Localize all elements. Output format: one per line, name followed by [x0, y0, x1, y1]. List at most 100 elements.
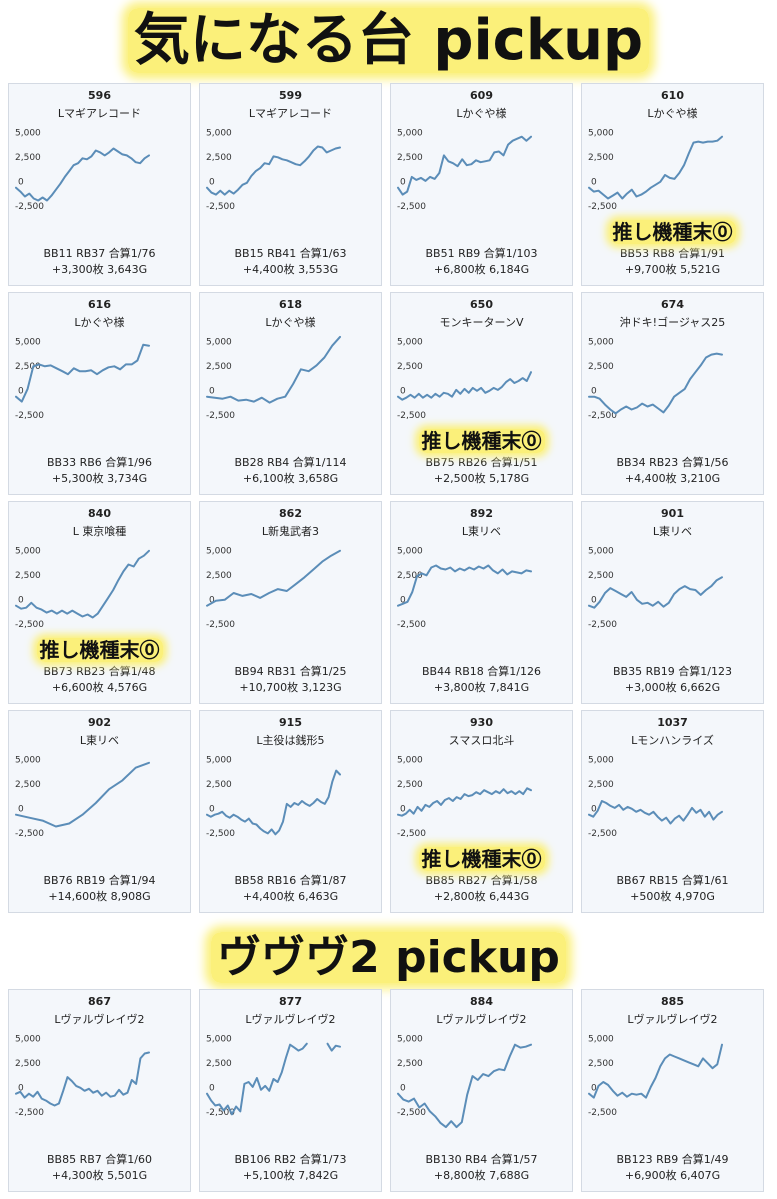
machine-title: L 東京喰種 — [72, 525, 127, 538]
y-tick-label: 5,000 — [397, 338, 423, 348]
machine-number: 609 — [470, 89, 493, 102]
y-tick-label: -2,500 — [15, 620, 44, 630]
slump-chart: 5,000 2,500 0 -2,500 — [588, 129, 723, 212]
y-tick-label: 5,000 — [588, 1035, 614, 1045]
machine-card: 862 L新鬼武者3 5,000 2,500 0 -2,500 BB94 RB31 合算1/… — [199, 501, 382, 704]
y-tick-label: 5,000 — [206, 338, 232, 348]
data-line — [397, 787, 532, 817]
y-tick-label: 2,500 — [588, 362, 614, 372]
stats-line-1: BB123 RB9 合算1/49 — [616, 1153, 729, 1166]
machine-card: 840 L 東京喰種 5,000 2,500 0 -2,500 BB73 RB23 合算1/… — [8, 501, 191, 704]
y-tick-label: 5,000 — [588, 129, 614, 139]
y-tick-label: 0 — [209, 805, 215, 815]
y-tick-label: 0 — [18, 387, 24, 397]
y-tick-label: 5,000 — [15, 1035, 41, 1045]
slump-chart: 5,000 2,500 0 -2,500 — [206, 129, 341, 212]
stats-line-2: +6,600枚 4,576G — [51, 681, 148, 694]
stats-line-1: BB85 RB7 合算1/60 — [47, 1153, 152, 1166]
y-tick-label: 2,500 — [397, 153, 423, 163]
stats-line-1: BB76 RB19 合算1/94 — [43, 874, 156, 887]
stats-line-1: BB15 RB41 合算1/63 — [234, 247, 347, 260]
machine-number: 901 — [661, 507, 684, 520]
y-tick-label: 5,000 — [206, 547, 232, 557]
stats-line-1: BB75 RB26 合算1/51 — [425, 456, 538, 469]
y-tick-label: 2,500 — [15, 780, 41, 790]
y-tick-label: 2,500 — [397, 571, 423, 581]
stats-line-2: +3,800枚 7,841G — [433, 681, 530, 694]
stats-line-2: +2,800枚 6,443G — [433, 890, 530, 903]
recommend-badge: 推し機種末⓪ — [582, 216, 763, 245]
y-tick-label: 2,500 — [397, 1059, 423, 1069]
machine-number: 674 — [661, 298, 684, 311]
y-tick-label: 2,500 — [588, 153, 614, 163]
machine-number: 862 — [279, 507, 302, 520]
y-tick-label: 5,000 — [588, 547, 614, 557]
y-tick-label: 2,500 — [588, 780, 614, 790]
machine-title: L東リベ — [461, 525, 502, 538]
machine-card: 915 L主役は銭形5 5,000 2,500 0 -2,500 BB58 RB16 合算1… — [199, 710, 382, 913]
y-tick-label: 0 — [591, 387, 597, 397]
machine-title: Lヴァルヴレイヴ2 — [245, 1013, 336, 1026]
recommend-badge: 推し機種末⓪ — [391, 843, 572, 872]
machine-card: 885 Lヴァルヴレイヴ2 5,000 2,500 0 -2,500 BB123 RB9 合… — [581, 989, 764, 1192]
machine-number: 616 — [88, 298, 111, 311]
machine-card: 610 Lかぐや様 5,000 2,500 0 -2,500 BB53 RB8 合算1/91… — [581, 83, 764, 286]
data-line — [326, 1042, 341, 1052]
slump-chart: 5,000 2,500 0 -2,500 — [15, 547, 150, 630]
machine-card: 877 Lヴァルヴレイヴ2 5,000 2,500 0 -2,500 BB106 RB2 合… — [199, 989, 382, 1192]
machine-number: 867 — [88, 995, 111, 1008]
data-line — [206, 335, 341, 404]
stats-line-1: BB44 RB18 合算1/126 — [422, 665, 541, 678]
machine-title: 沖ドキ!ゴージャス25 — [619, 316, 726, 329]
y-tick-label: 0 — [591, 178, 597, 188]
y-tick-label: -2,500 — [15, 829, 44, 839]
stats-line-2: +5,300枚 3,734G — [51, 472, 148, 485]
y-tick-label: 0 — [400, 1084, 406, 1094]
section-title-1-text: 気になる台 pickup — [127, 8, 650, 73]
y-tick-label: 5,000 — [206, 1035, 232, 1045]
data-line — [15, 549, 150, 619]
stats-line-2: +6,100枚 3,658G — [242, 472, 339, 485]
data-line — [397, 135, 532, 196]
y-tick-label: 0 — [400, 805, 406, 815]
y-tick-label: 0 — [209, 1084, 215, 1094]
machine-card: 902 L東リベ 5,000 2,500 0 -2,500 BB76 RB19 合算1/94… — [8, 710, 191, 913]
slump-chart: 5,000 2,500 0 -2,500 — [206, 335, 341, 421]
y-tick-label: 5,000 — [206, 129, 232, 139]
slump-chart: 5,000 2,500 0 -2,500 — [206, 1035, 341, 1118]
machine-title: Lかぐや様 — [74, 316, 125, 329]
machine-number: 885 — [661, 995, 684, 1008]
slump-chart: 5,000 2,500 0 -2,500 — [15, 1035, 150, 1118]
machine-title: Lかぐや様 — [265, 316, 316, 329]
machine-card: 892 L東リベ 5,000 2,500 0 -2,500 BB44 RB18 合算1/12… — [390, 501, 573, 704]
machine-card: 867 Lヴァルヴレイヴ2 5,000 2,500 0 -2,500 BB85 RB7 合算… — [8, 989, 191, 1192]
stats-line-1: BB94 RB31 合算1/25 — [234, 665, 347, 678]
machine-number: 650 — [470, 298, 493, 311]
machine-number: 915 — [279, 716, 302, 729]
stats-line-2: +4,300枚 5,501G — [51, 1169, 148, 1182]
stats-line-2: +4,400枚 6,463G — [242, 890, 339, 903]
machine-number: 930 — [470, 716, 493, 729]
y-tick-label: 2,500 — [15, 362, 41, 372]
stats-line-2: +5,100枚 7,842G — [242, 1169, 339, 1182]
y-tick-label: 5,000 — [206, 756, 232, 766]
stats-line-2: +4,400枚 3,210G — [624, 472, 721, 485]
slump-chart: 5,000 2,500 0 -2,500 — [15, 756, 150, 839]
y-tick-label: 0 — [209, 596, 215, 606]
data-line — [588, 1043, 723, 1099]
section-title-2: ヴヴヴ2 pickup — [0, 928, 777, 988]
stats-line-2: +4,400枚 3,553G — [242, 263, 339, 276]
stats-line-1: BB67 RB15 合算1/61 — [616, 874, 729, 887]
machine-number: 877 — [279, 995, 302, 1008]
y-tick-label: -2,500 — [397, 620, 426, 630]
machine-number: 610 — [661, 89, 684, 102]
machine-number: 884 — [470, 995, 493, 1008]
y-tick-label: -2,500 — [15, 202, 44, 212]
y-tick-label: 0 — [18, 178, 24, 188]
data-line — [206, 769, 341, 836]
y-tick-label: 0 — [18, 596, 24, 606]
y-tick-label: 0 — [400, 387, 406, 397]
slump-chart: 5,000 2,500 0 -2,500 — [588, 338, 723, 421]
recommend-badge: 推し機種末⓪ — [391, 425, 572, 454]
machine-title: Lかぐや様 — [456, 107, 507, 120]
